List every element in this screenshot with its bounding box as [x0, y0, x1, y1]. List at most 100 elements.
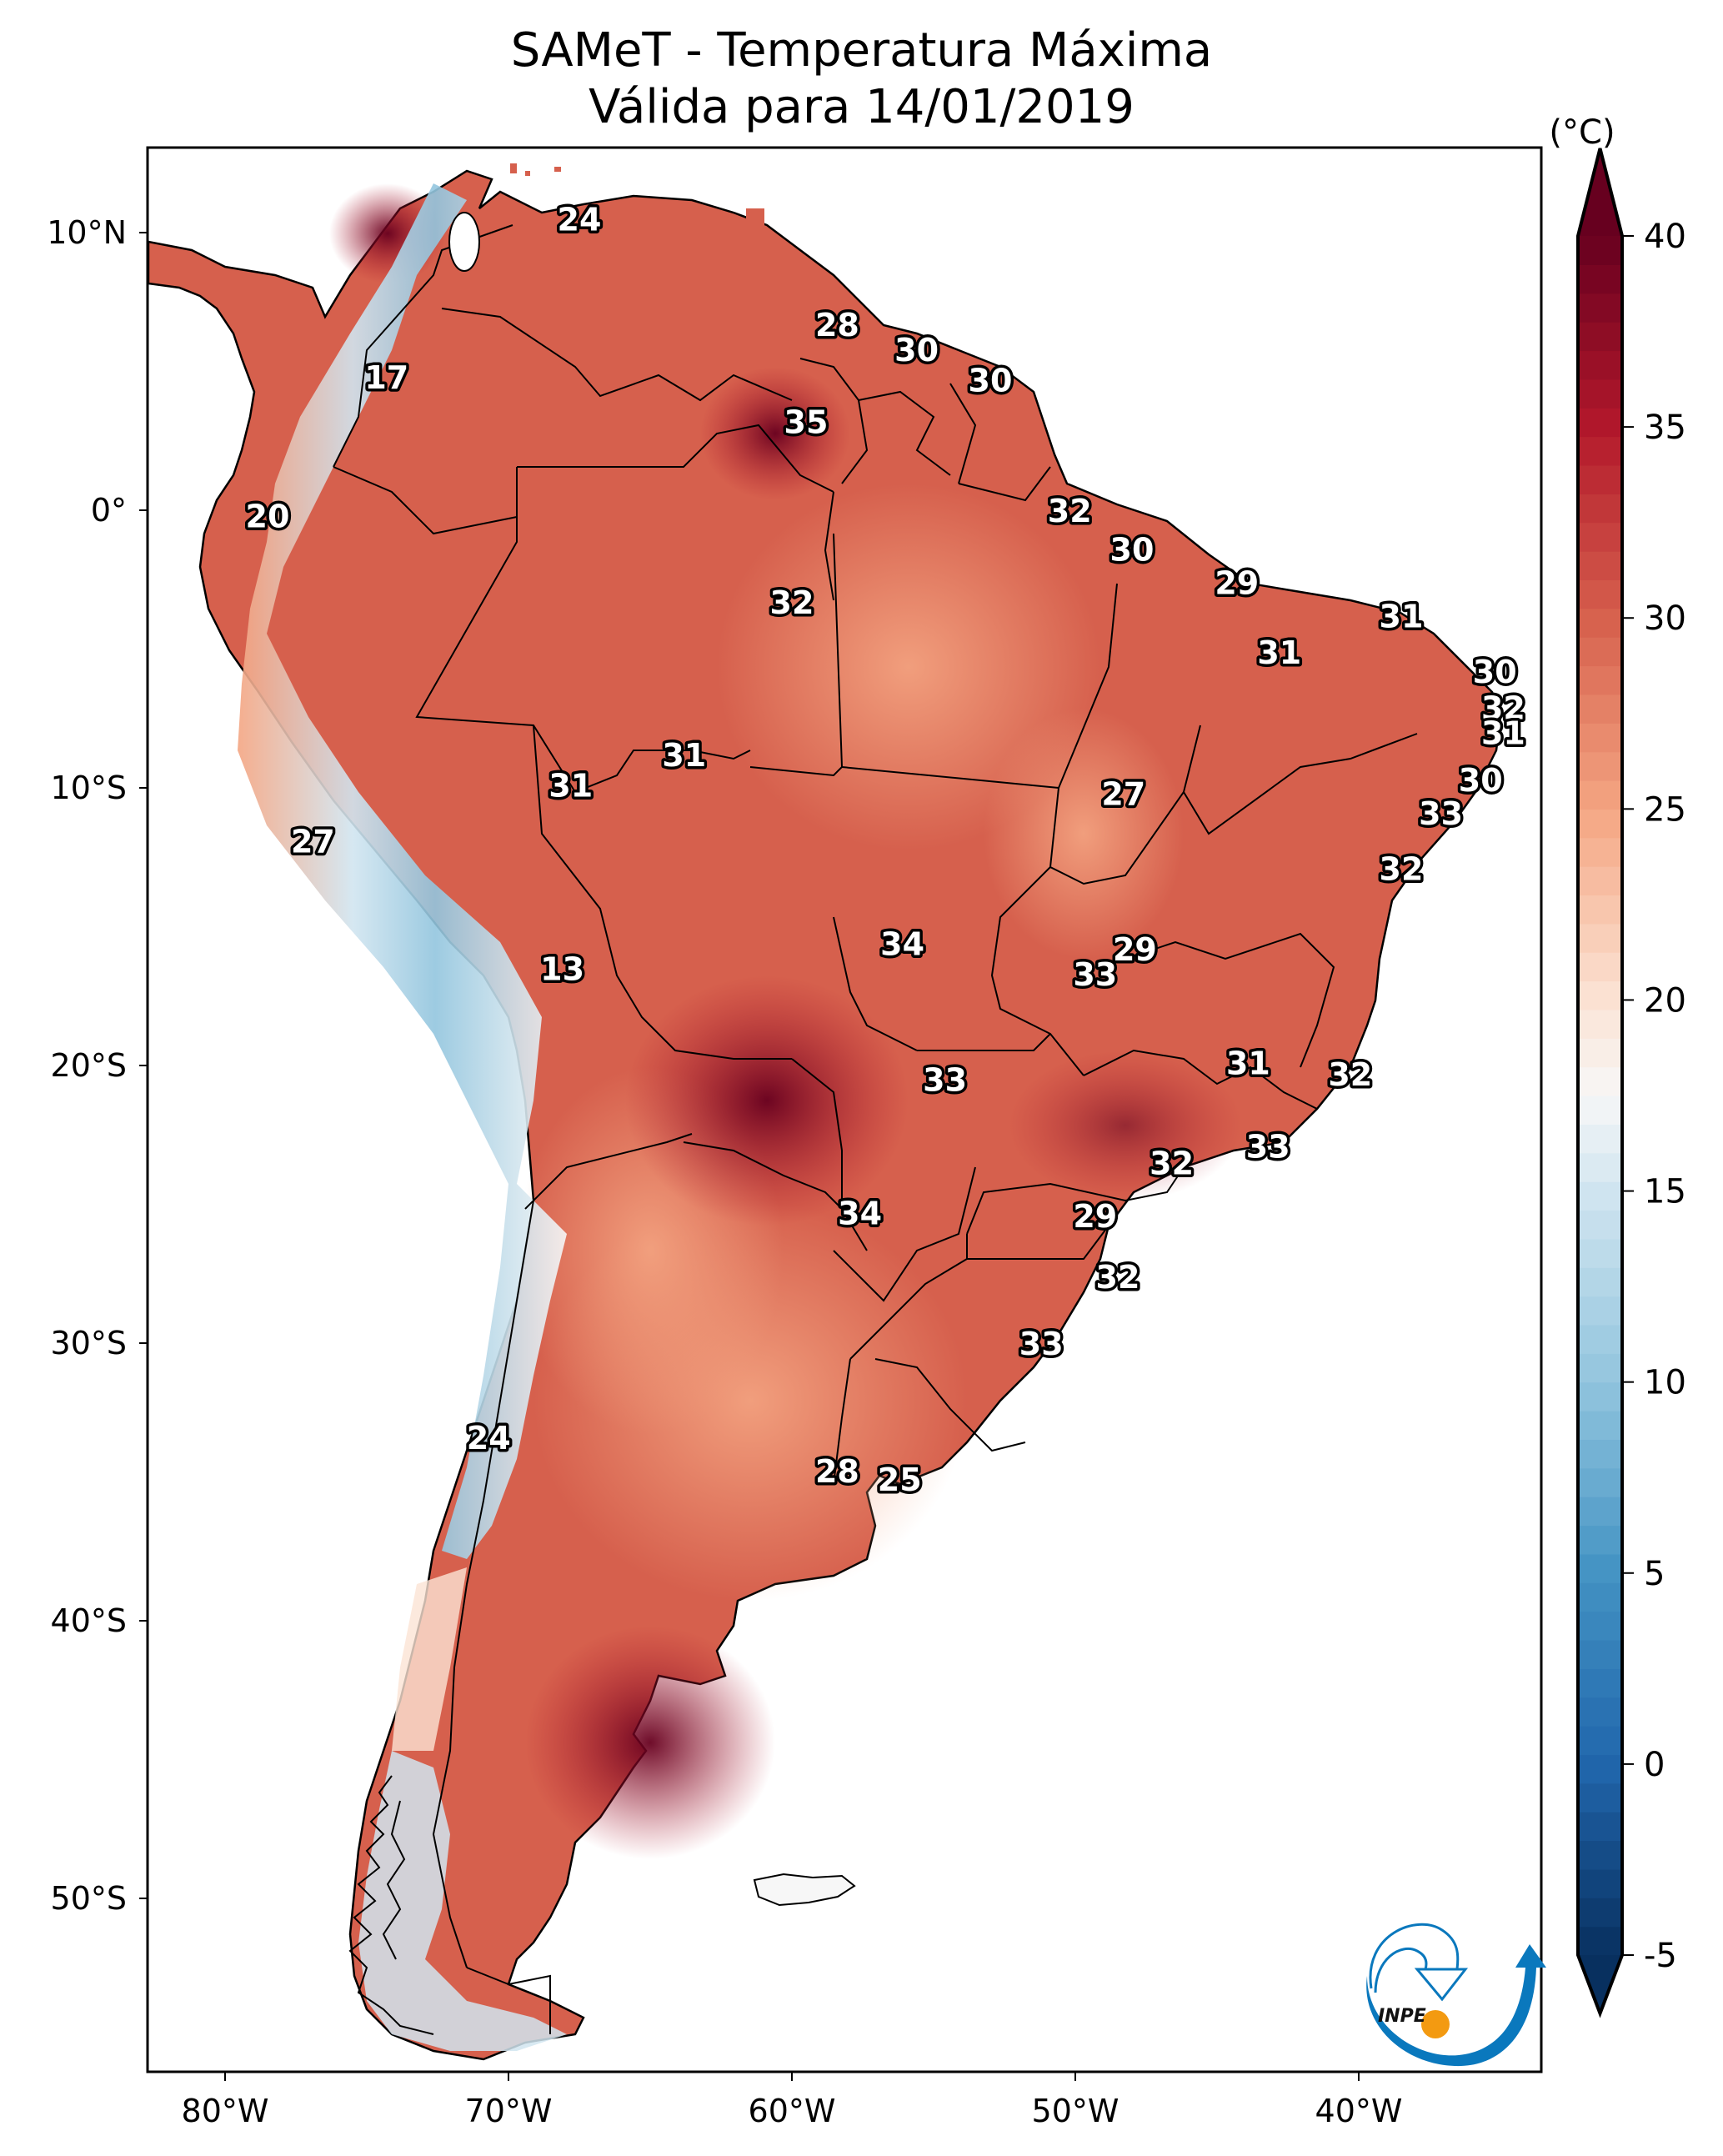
- station-temperature-label: 13: [540, 950, 584, 987]
- x-axis-ticks: 80°W 70°W 60°W 50°W 40°W: [182, 2073, 1403, 2129]
- colorbar-band: [1578, 608, 1622, 638]
- chart-subtitle: Válida para 14/01/2019: [589, 80, 1134, 134]
- country-borders: [333, 224, 1418, 2034]
- colorbar-tick-label: 15: [1644, 1173, 1686, 1211]
- station-temperature-label: 34: [838, 1195, 882, 1231]
- station-temperature-label: 33: [1073, 956, 1117, 993]
- colorbar-band: [1578, 236, 1622, 265]
- colorbar-band: [1578, 350, 1622, 380]
- station-temperature-label: 35: [784, 404, 829, 440]
- station-temperature-label: 29: [1073, 1198, 1117, 1235]
- colorbar-tick-label: 5: [1644, 1555, 1665, 1593]
- station-temperature-label: 24: [467, 1420, 511, 1457]
- colorbar-band: [1578, 408, 1622, 438]
- station-temperature-label: 17: [364, 359, 408, 396]
- colorbar-band: [1578, 1411, 1622, 1440]
- station-temperature-label: 33: [1246, 1129, 1290, 1166]
- colorbar-band: [1578, 1152, 1622, 1182]
- station-temperature-label: 25: [878, 1462, 922, 1498]
- colorbar-tick-label: 30: [1644, 599, 1686, 638]
- colorbar-band: [1578, 895, 1622, 925]
- colorbar-band: [1578, 551, 1622, 580]
- station-temperature-label: 24: [558, 201, 602, 238]
- colorbar-band: [1578, 1296, 1622, 1326]
- colorbar-band: [1578, 1525, 1622, 1555]
- patagonia-coast-light: [392, 1567, 467, 1751]
- logo-arrow-down: [1414, 1968, 1469, 2002]
- colorbar-band: [1578, 1096, 1622, 1125]
- y-axis-ticks: 10°N 0° 10°S 20°S 30°S 40°S 50°S: [47, 214, 148, 1917]
- station-temperature-label: 32: [1048, 493, 1092, 529]
- colorbar-band: [1578, 694, 1622, 724]
- station-temperature-label: 31: [1257, 634, 1301, 671]
- inpe-logo: INPE: [1366, 1923, 1546, 2067]
- colorbar-band: [1578, 1898, 1622, 1928]
- y-tick-label: 20°S: [51, 1047, 127, 1084]
- colorbar-band: [1578, 665, 1622, 695]
- colorbar-band: [1578, 1066, 1622, 1096]
- colorbar-band: [1578, 1324, 1622, 1354]
- y-tick-label: 40°S: [51, 1602, 127, 1639]
- x-tick-label: 40°W: [1315, 2093, 1403, 2129]
- patagonia-cold-band: [358, 1751, 567, 2051]
- station-temperature-label: 29: [1215, 565, 1259, 602]
- temperature-field: [148, 163, 1502, 2061]
- station-temperature-label: 30: [894, 332, 939, 369]
- colorbar-band: [1578, 1353, 1622, 1383]
- station-temperature-label: 31: [1226, 1045, 1270, 1082]
- colorbar-band: [1578, 637, 1622, 667]
- colorbar-band: [1578, 1582, 1622, 1612]
- station-temperature-label: 31: [548, 768, 593, 805]
- colorbar-band: [1578, 494, 1622, 524]
- station-temperature-label: 30: [969, 362, 1013, 399]
- colorbar-band: [1578, 1926, 1622, 1956]
- colorbar-tick-label: 0: [1644, 1746, 1665, 1784]
- colorbar-band: [1578, 1668, 1622, 1698]
- y-tick-label: 0°: [91, 492, 127, 529]
- station-temperature-label: 33: [923, 1062, 967, 1099]
- colorbar-band: [1578, 780, 1622, 810]
- x-tick-label: 50°W: [1032, 2093, 1119, 2129]
- station-temperature-label: 31: [1380, 599, 1424, 635]
- colorbar-band: [1578, 1467, 1622, 1497]
- colorbar-band: [1578, 379, 1622, 409]
- colorbar-band: [1578, 1497, 1622, 1527]
- logo-sun: [1421, 2010, 1450, 2038]
- colorbar-band: [1578, 264, 1622, 294]
- colorbar-band: [1578, 1812, 1622, 1842]
- station-temperature-label: 32: [770, 584, 814, 621]
- station-temperature-label: 31: [1481, 714, 1525, 751]
- station-temperature-label: 32: [1328, 1056, 1372, 1093]
- colorbar-band: [1578, 1611, 1622, 1641]
- station-temperature-label: 20: [246, 499, 290, 535]
- station-temperature-label: 28: [815, 1453, 859, 1490]
- colorbar-unit-label: (°C): [1549, 113, 1615, 152]
- station-temperature-label: 33: [1019, 1326, 1064, 1362]
- station-temperature-label: 32: [1096, 1259, 1140, 1296]
- colorbar-band: [1578, 1782, 1622, 1813]
- station-temperature-label: 30: [1110, 532, 1155, 569]
- colorbar-band: [1578, 751, 1622, 781]
- chile-fjords: [348, 1775, 434, 2035]
- logo-arc-inner: [1374, 1948, 1428, 1993]
- logo-swoosh: [1366, 1944, 1546, 2067]
- chart-title: SAMeT - Temperatura Máxima: [510, 23, 1213, 78]
- colorbar-band: [1578, 809, 1622, 839]
- station-temperature-label: 31: [662, 737, 706, 774]
- colorbar-band: [1578, 1381, 1622, 1411]
- colorbar-tick-label: 25: [1644, 790, 1686, 829]
- colorbar-band: [1578, 1038, 1622, 1068]
- colorbar-band: [1578, 1238, 1622, 1268]
- colorbar: 40 35 30 25 20 15 10 5 0 -5 (°C): [1549, 113, 1686, 2018]
- colorbar-band: [1578, 293, 1622, 323]
- colorbar-band: [1578, 1840, 1622, 1870]
- colorbar-band: [1578, 522, 1622, 552]
- colorbar-band: [1578, 1009, 1622, 1039]
- station-temperature-label: 30: [1473, 654, 1517, 690]
- station-temperature-label: 27: [1101, 776, 1145, 813]
- colorbar-band: [1578, 952, 1622, 982]
- station-temperature-label: 28: [815, 307, 859, 343]
- y-tick-label: 50°S: [51, 1880, 127, 1917]
- colorbar-band: [1578, 436, 1622, 466]
